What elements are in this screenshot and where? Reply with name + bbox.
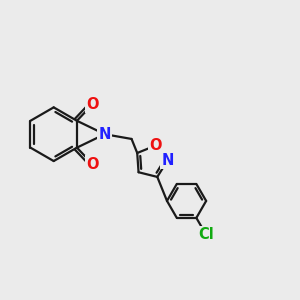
Text: N: N (161, 153, 174, 168)
Text: N: N (98, 127, 111, 142)
Text: O: O (149, 138, 161, 153)
Text: O: O (86, 157, 99, 172)
Text: Cl: Cl (198, 227, 214, 242)
Text: O: O (86, 97, 99, 112)
